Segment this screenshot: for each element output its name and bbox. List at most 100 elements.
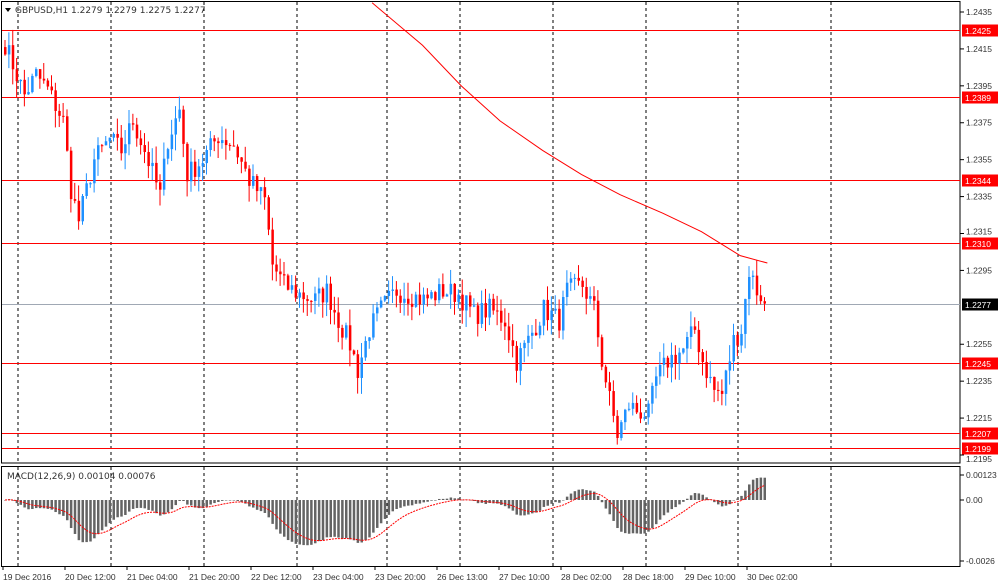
price-axis-label: 1.2195 bbox=[966, 454, 992, 464]
macd-bar bbox=[678, 500, 681, 505]
candle-bull bbox=[550, 310, 553, 321]
time-axis-label: 28 Dec 18:00 bbox=[623, 572, 674, 582]
macd-bar bbox=[593, 491, 596, 500]
candle-bear bbox=[11, 45, 15, 70]
macd-bar bbox=[531, 500, 534, 514]
macd-bar bbox=[461, 499, 464, 501]
macd-bar bbox=[647, 500, 650, 532]
level-price-label: 1.2207 bbox=[965, 429, 991, 439]
macd-bar bbox=[162, 500, 166, 515]
candle-bull bbox=[480, 303, 484, 324]
candle-bear bbox=[275, 264, 278, 272]
macd-bar bbox=[310, 500, 313, 545]
candle-bear bbox=[693, 326, 697, 330]
macd-bar bbox=[116, 500, 119, 518]
candle-bull bbox=[201, 163, 205, 167]
candle-bull bbox=[93, 159, 96, 184]
macd-bar bbox=[395, 500, 398, 510]
candle-bull bbox=[689, 326, 693, 338]
candle-bear bbox=[248, 168, 251, 186]
level-price-label-bg bbox=[962, 237, 998, 250]
macd-bar bbox=[612, 500, 615, 521]
candle-bear bbox=[593, 296, 596, 301]
macd-bar bbox=[434, 500, 437, 501]
macd-bar bbox=[348, 500, 352, 540]
macd-bar bbox=[77, 500, 81, 541]
candle-bull bbox=[162, 158, 166, 190]
macd-header: MACD(12,26,9) 0.00104 0.00076 bbox=[7, 472, 156, 482]
macd-bar bbox=[596, 495, 600, 500]
candle-bull bbox=[391, 289, 394, 291]
candle-bear bbox=[182, 109, 185, 144]
macd-bar bbox=[430, 500, 433, 501]
macd-bar bbox=[383, 500, 387, 519]
macd-bar bbox=[751, 479, 755, 500]
macd-bar bbox=[476, 500, 480, 504]
macd-bar bbox=[267, 500, 270, 518]
current-price-label-bg bbox=[962, 298, 998, 311]
level-price-label: 1.2389 bbox=[965, 93, 991, 103]
candle-bear bbox=[4, 47, 7, 55]
macd-bar bbox=[337, 500, 340, 538]
candle-bull bbox=[740, 333, 743, 346]
level-price-label-bg bbox=[962, 91, 998, 104]
macd-bar bbox=[217, 500, 220, 503]
candle-bull bbox=[414, 294, 418, 307]
candle-bull bbox=[108, 137, 112, 142]
dropdown-triangle-icon[interactable] bbox=[5, 8, 11, 12]
candle-bull bbox=[368, 337, 371, 341]
candle-bull bbox=[631, 402, 635, 409]
candle-bear bbox=[186, 143, 189, 182]
macd-bar bbox=[104, 500, 108, 527]
macd-bar bbox=[182, 500, 185, 502]
candle-bull bbox=[221, 140, 224, 144]
candle-bear bbox=[217, 141, 220, 144]
macd-bar bbox=[93, 500, 96, 539]
candle-bear bbox=[66, 116, 69, 151]
macd-bar bbox=[720, 500, 724, 507]
candle-bear bbox=[341, 327, 344, 338]
macd-bar bbox=[639, 500, 642, 534]
macd-bar bbox=[166, 500, 170, 513]
macd-bar bbox=[341, 500, 344, 539]
candle-bear bbox=[155, 162, 158, 183]
time-axis-label: 28 Dec 02:00 bbox=[561, 572, 612, 582]
macd-bar bbox=[651, 500, 654, 529]
macd-bar bbox=[69, 500, 73, 529]
macd-bar bbox=[73, 500, 77, 534]
time-axis-label: 30 Dec 02:00 bbox=[747, 572, 798, 582]
candle-bear bbox=[763, 301, 766, 304]
candle-bear bbox=[515, 345, 518, 371]
macd-bar bbox=[697, 493, 701, 500]
macd-panel-frame bbox=[1, 466, 961, 567]
candle-bear bbox=[713, 376, 716, 390]
macd-bar bbox=[193, 500, 197, 508]
candle-bull bbox=[554, 308, 557, 311]
macd-bar bbox=[147, 500, 150, 510]
candle-bear bbox=[469, 295, 472, 307]
candle-bull bbox=[345, 325, 348, 338]
candle-bear bbox=[558, 308, 561, 331]
candle-bull bbox=[190, 161, 193, 182]
macd-bar bbox=[321, 500, 325, 541]
macd-axis-label: -0.0026 bbox=[966, 556, 995, 566]
candle-bear bbox=[302, 292, 305, 300]
macd-histogram bbox=[4, 477, 766, 546]
macd-bar bbox=[550, 500, 553, 504]
level-price-label-bg bbox=[962, 357, 998, 370]
macd-bar bbox=[608, 500, 611, 515]
macd-bar bbox=[244, 500, 247, 504]
macd-bar bbox=[624, 500, 627, 534]
candle-bear bbox=[697, 329, 701, 353]
candle-bull bbox=[565, 282, 569, 297]
macd-bar bbox=[527, 500, 530, 515]
macd-bar bbox=[97, 500, 100, 535]
candle-bull bbox=[465, 295, 468, 311]
candle-bear bbox=[616, 415, 619, 438]
candle-bull bbox=[205, 150, 208, 164]
level-price-label: 1.2310 bbox=[965, 239, 991, 249]
candle-bull bbox=[379, 300, 383, 308]
candle-bull bbox=[472, 305, 476, 307]
macd-bar bbox=[407, 500, 410, 506]
